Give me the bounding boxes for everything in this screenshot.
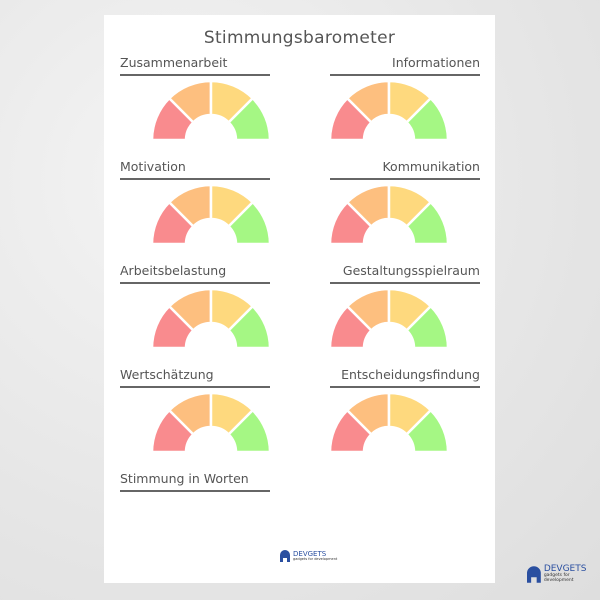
section-header: Entscheidungsfindung [330,367,480,388]
divider [330,178,480,180]
gauge-segment-good[interactable] [404,304,449,349]
divider [330,282,480,284]
mood-gauge [329,391,449,453]
section-header: Wertschätzung [120,367,270,388]
mood-gauge [151,287,271,349]
gauge-segment-good[interactable] [226,200,271,245]
logo-icon [280,550,290,562]
logo-tagline: gadgets for development [543,573,574,583]
divider [120,386,270,388]
mood-gauge [151,391,271,453]
section-header: Gestaltungsspielraum [330,263,480,284]
mood-gauge [151,79,271,141]
section-label: Gestaltungsspielraum [342,263,480,278]
section-header: Arbeitsbelastung [120,263,270,284]
gauge-segment-good[interactable] [404,408,449,453]
section-label: Motivation [120,159,186,174]
paper-logo: DEVGETS gadgets for development [280,550,337,562]
mood-gauge [329,79,449,141]
section-header: Stimmung in Worten [120,471,270,492]
divider [120,74,270,76]
logo-name: DEVGETS [293,549,327,558]
logo-name: DEVGETS [543,564,587,574]
section-header: Kommunikation [330,159,480,180]
logo-icon [527,565,541,583]
section-header: Zusammenarbeit [120,55,270,76]
section-label: Informationen [392,55,480,70]
mood-gauge [329,287,449,349]
gauge-segment-good[interactable] [404,96,449,141]
corner-logo: DEVGETS gadgets for development [527,565,600,583]
gauge-segment-good[interactable] [226,304,271,349]
gauge-segment-good[interactable] [226,96,271,141]
divider [120,490,270,492]
divider [330,74,480,76]
page-title: Stimmungsbarometer [203,28,396,48]
section-header: Motivation [120,159,270,180]
gauge-segment-good[interactable] [226,408,271,453]
gauge-segment-good[interactable] [404,200,449,245]
mood-gauge [329,183,449,245]
logo-tagline: gadgets for development [293,556,338,561]
divider [120,178,270,180]
poster-page: Stimmungsbarometer Zusammenarbeit Informa… [104,15,495,583]
section-label: Kommunikation [382,159,480,174]
section-header: Informationen [330,55,480,76]
section-label: Stimmung in Worten [120,471,249,486]
section-label: Entscheidungsfindung [341,367,480,382]
section-label: Wertschätzung [120,367,214,382]
divider [330,386,480,388]
mood-gauge [151,183,271,245]
divider [120,282,270,284]
section-label: Zusammenarbeit [120,55,228,70]
section-label: Arbeitsbelastung [120,263,227,278]
